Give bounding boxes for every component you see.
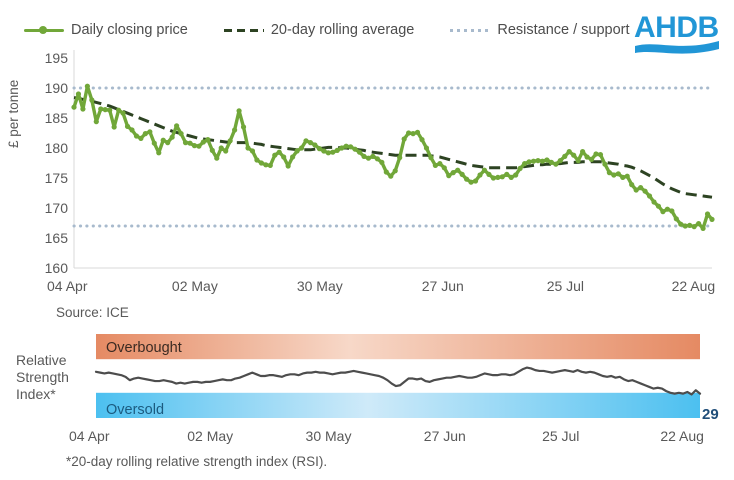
rsi-last-value: 29	[702, 405, 719, 423]
y-axis-tick-label: 190	[44, 80, 68, 96]
rsi-panel: Relative Strength Index* Overbought Over…	[0, 332, 734, 480]
legend-label-daily-closing-price: Daily closing price	[71, 22, 188, 38]
rsi-x-axis-tick-label: 27 Jun	[423, 428, 466, 444]
x-axis-tick-label: 22 Aug	[671, 278, 716, 294]
ahdb-logo: AHDB	[634, 11, 719, 54]
rsi-axis-label-line-3: Index*	[16, 386, 56, 402]
rsi-axis-label: Relative Strength Index*	[16, 352, 90, 403]
rsi-x-axis-tick-label: 02 May	[187, 428, 234, 444]
x-axis-tick-label: 27 Jun	[421, 278, 464, 294]
legend-item-rolling-average: 20-day rolling average	[223, 22, 415, 38]
legend-item-daily-closing-price: Daily closing price	[24, 22, 188, 38]
y-axis-ticks: 160 165 170 175 180 185 190 195	[26, 40, 68, 300]
price-chart: £ per tonne 160 165 170 175 180 185 190 195 04 …	[0, 40, 734, 300]
rsi-axis-label-line-2: Strength	[16, 369, 69, 385]
x-axis-tick-label: 02 May	[171, 278, 218, 294]
ahdb-logo-text: AHDB	[634, 11, 719, 44]
legend-label-resistance-support: Resistance / support	[497, 22, 630, 38]
rsi-x-axis-tick-label: 22 Aug	[660, 428, 704, 444]
rsi-x-axis-tick-label: 30 May	[305, 428, 352, 444]
price-plot-area	[71, 50, 715, 269]
x-axis-tick-label: 25 Jul	[546, 278, 585, 294]
y-axis-tick-label: 175	[44, 170, 68, 186]
rsi-footnote: *20-day rolling relative strength index …	[66, 454, 328, 469]
x-axis-tick-label: 30 May	[296, 278, 343, 294]
dotted-line-swatch-icon	[450, 24, 491, 36]
y-axis-title: £ per tonne	[6, 79, 21, 148]
dashed-line-swatch-icon	[223, 24, 264, 36]
legend-label-rolling-average: 20-day rolling average	[270, 22, 415, 38]
y-axis-tick-label: 185	[44, 110, 68, 126]
legend-item-resistance-support: Resistance / support	[450, 22, 630, 38]
ahdb-logo-wave-icon	[635, 41, 719, 54]
oversold-band-label: Oversold	[106, 402, 165, 418]
line-marker-swatch-icon	[24, 24, 64, 36]
y-axis-tick-label: 180	[44, 140, 68, 156]
y-axis-tick-label: 170	[44, 200, 68, 216]
x-axis-tick-label: 04 Apr	[47, 278, 88, 294]
rsi-axis-label-line-1: Relative	[16, 352, 67, 368]
y-axis-tick-label: 165	[44, 230, 68, 246]
overbought-band-label: Overbought	[106, 340, 182, 356]
rsi-plot-area	[94, 334, 702, 418]
source-note: Source: ICE	[56, 305, 129, 320]
rsi-x-axis-tick-label: 04 Apr	[69, 428, 110, 444]
y-axis-tick-label: 160	[44, 260, 68, 276]
y-axis-tick-label: 195	[44, 50, 68, 66]
rsi-x-axis-tick-label: 25 Jul	[542, 428, 580, 444]
chart-legend: Daily closing price 20-day rolling avera…	[24, 22, 630, 38]
